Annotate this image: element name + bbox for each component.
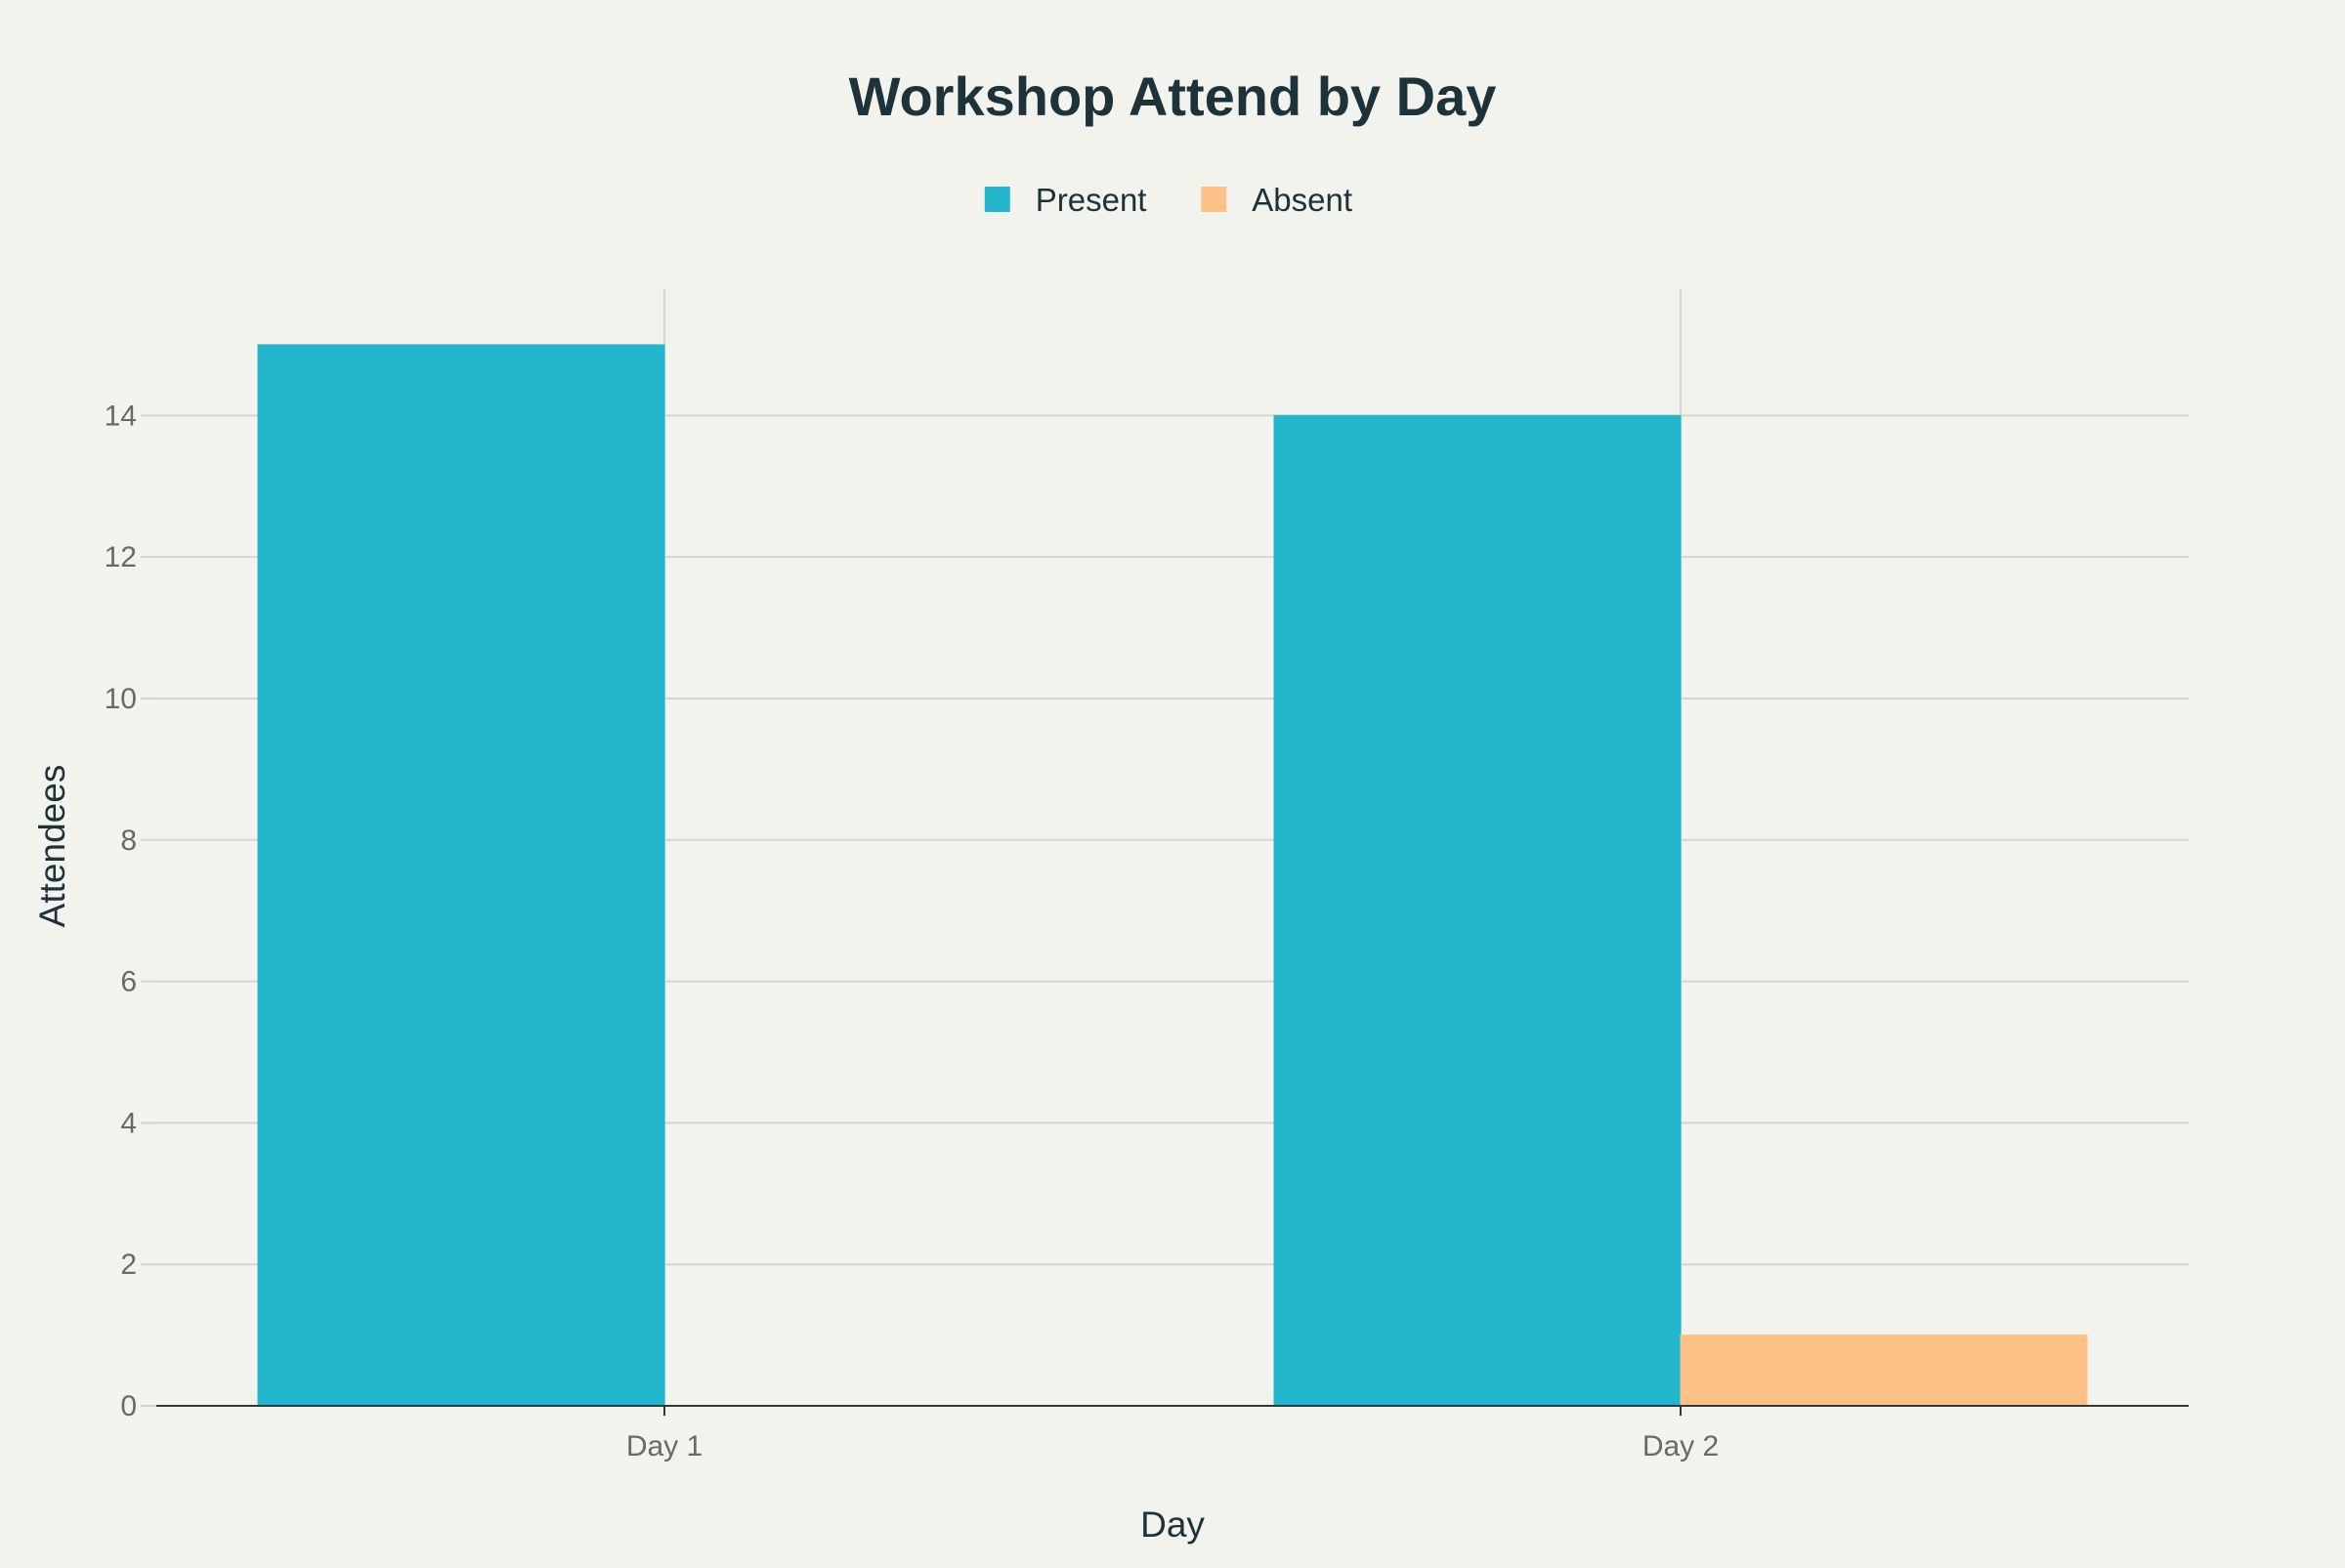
y-tick-label: 0 [120, 1390, 137, 1422]
y-tick-label: 14 [105, 400, 137, 432]
x-tick-label: Day 1 [626, 1430, 703, 1462]
legend-item-absent[interactable]: Absent [1201, 182, 1352, 218]
y-tick-label: 2 [120, 1249, 137, 1281]
bars [257, 344, 2088, 1407]
legend-item-present[interactable]: Present [984, 182, 1147, 218]
y-tick-label: 4 [120, 1107, 137, 1139]
legend-swatch [1201, 187, 1227, 212]
y-axis-ticks: 0 2 4 6 8 10 12 14 [105, 400, 156, 1422]
chart-title: Workshop Attend by Day [849, 65, 1497, 127]
y-tick-label: 6 [120, 966, 137, 998]
y-tick-label: 8 [120, 825, 137, 857]
legend-swatch [984, 187, 1010, 212]
legend-label: Present [1036, 182, 1147, 218]
y-tick-label: 10 [105, 683, 137, 715]
y-axis-title: Attendees [32, 765, 72, 928]
legend: Present Absent [984, 182, 1352, 218]
bar-present-day-1[interactable] [257, 344, 665, 1407]
x-axis-ticks: Day 1 Day 2 [626, 1406, 1719, 1462]
bar-present-day-2[interactable] [1273, 414, 1682, 1407]
bar-absent-day-2[interactable] [1680, 1335, 2088, 1407]
x-axis-title: Day [1140, 1504, 1205, 1545]
x-tick-label: Day 2 [1642, 1430, 1719, 1462]
legend-label: Absent [1252, 182, 1352, 218]
y-tick-label: 12 [105, 541, 137, 573]
